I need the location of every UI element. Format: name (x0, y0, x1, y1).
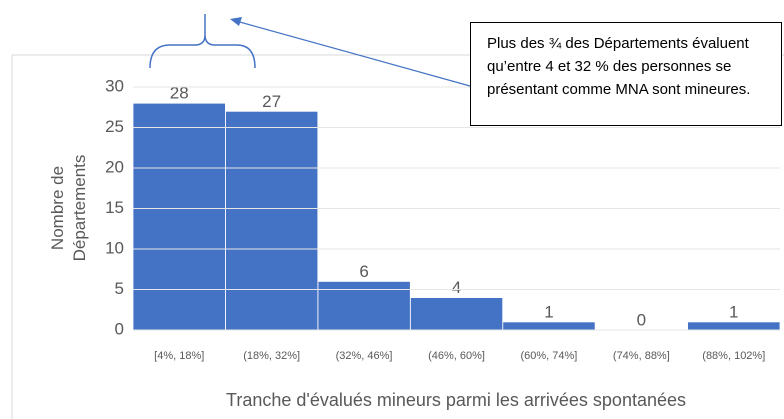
y-tick-label: 25 (105, 117, 124, 136)
brace (149, 34, 256, 69)
arrow (235, 20, 471, 87)
y-axis-title-line: Départements (70, 155, 89, 262)
bar (687, 321, 781, 331)
y-tick-label: 15 (105, 198, 124, 217)
y-tick-label: 30 (105, 76, 124, 95)
value-label: 1 (729, 302, 738, 321)
chart-border (11, 54, 784, 419)
bar (317, 280, 411, 331)
y-tick-label: 0 (115, 319, 124, 338)
x-tick-label: (46%, 60%] (428, 350, 485, 362)
y-axis-title: Nombre de Départements (48, 155, 89, 262)
value-label: 4 (452, 278, 461, 297)
bar (409, 297, 504, 331)
y-axis-title-line: Nombre de (48, 166, 67, 250)
x-tick-label: [4%, 18%] (154, 350, 204, 362)
arrow-head (230, 17, 242, 26)
value-label: 28 (170, 84, 189, 103)
x-tick-label: (18%, 32%] (243, 350, 300, 362)
x-axis-title: Tranche d'évalués mineurs parmi les arri… (226, 390, 686, 410)
bar (132, 102, 226, 331)
annotation: Plus des ¾ des Départements évaluent qu’… (470, 22, 782, 126)
y-tick-label: 10 (105, 238, 124, 257)
x-tick-label: (74%, 88%] (613, 350, 670, 362)
bar (225, 110, 319, 331)
bar (502, 321, 596, 331)
y-tick-label: 20 (105, 157, 124, 176)
x-tick-label: (88%, 102%] (702, 350, 765, 362)
x-tick-label: (60%, 74%] (520, 350, 577, 362)
value-label: 1 (544, 302, 553, 321)
value-label: 6 (359, 262, 368, 281)
x-tick-label: (32%, 46%] (336, 350, 393, 362)
value-label: 0 (637, 310, 646, 329)
y-tick-label: 5 (115, 279, 124, 298)
value-label: 27 (262, 92, 281, 111)
